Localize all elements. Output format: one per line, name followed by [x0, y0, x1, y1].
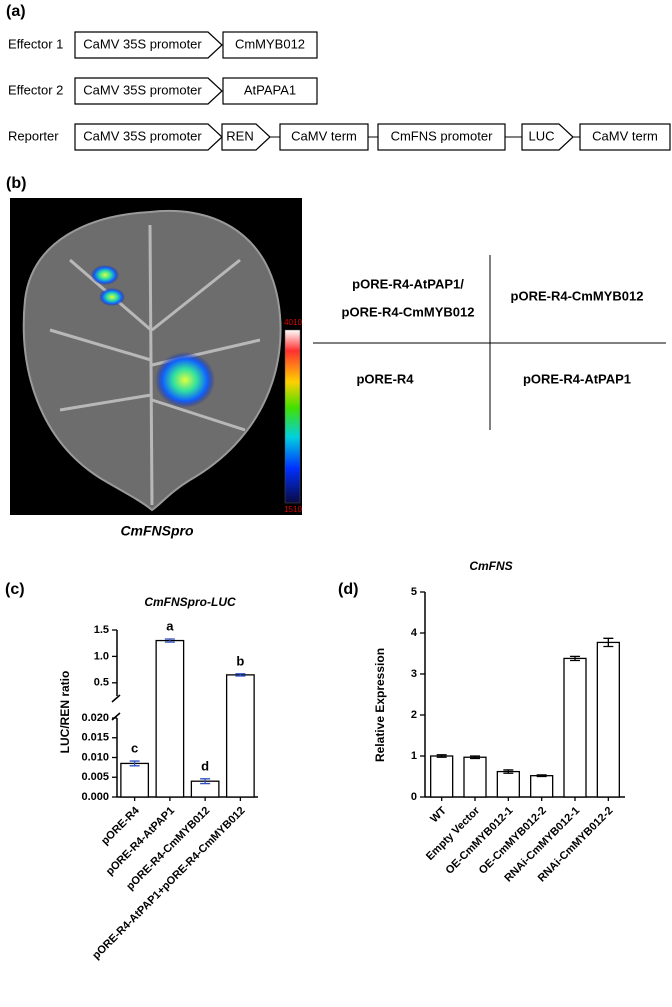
error-bar	[536, 774, 547, 778]
bar	[120, 762, 150, 798]
element-label: CmMYB012	[235, 36, 305, 51]
element-label: CaMV term	[291, 128, 357, 143]
quadrant-label: pORE-R4-AtPAP1/	[352, 276, 464, 291]
y-tick-label: 0.010	[81, 751, 109, 763]
colorbar-min: 1510	[284, 505, 302, 514]
element-label: REN	[226, 128, 253, 143]
error-bar	[470, 755, 480, 760]
bar	[530, 775, 554, 798]
element-label: CaMV 35S promoter	[83, 36, 202, 51]
bar	[155, 639, 185, 798]
y-tick-label: 1	[411, 750, 417, 762]
element-box	[279, 123, 369, 151]
quadrant-label: pORE-R4-CmMYB012	[511, 288, 644, 303]
x-tick-label: WT	[428, 804, 449, 825]
significance-letter: b	[236, 653, 244, 668]
significance-letter: d	[201, 758, 209, 773]
element-arrow	[74, 77, 223, 105]
error-bar	[129, 760, 140, 767]
y-tick-label: 5	[411, 586, 417, 598]
row-label: Effector 1	[8, 36, 63, 51]
y-tick-label: 0.005	[81, 771, 109, 783]
colorbar-max: 4010	[284, 318, 302, 327]
element-arrow	[74, 123, 223, 151]
leaf-image	[10, 198, 302, 515]
y-tick-label: 0.000	[81, 791, 109, 803]
y-tick-label: 3	[411, 668, 417, 680]
element-box	[377, 123, 506, 151]
error-bar	[436, 754, 447, 758]
error-bar	[570, 655, 580, 662]
y-tick-label: 0.015	[81, 732, 109, 744]
element-arrow	[221, 123, 271, 151]
bar	[430, 755, 454, 798]
y-tick-label: 0	[411, 791, 417, 803]
error-bar	[503, 769, 514, 774]
error-bar	[235, 673, 246, 677]
row-label: Reporter	[8, 128, 59, 143]
element-box	[579, 123, 671, 151]
element-label: CmFNS promoter	[391, 128, 494, 143]
panel-label: (d)	[338, 581, 358, 598]
error-bar	[200, 778, 211, 785]
element-arrow	[521, 123, 574, 151]
element-box	[222, 77, 318, 105]
element-label: AtPAPA1	[244, 82, 296, 97]
bar	[225, 674, 255, 798]
quadrant-label: pORE-R4	[356, 371, 414, 386]
y-tick-label: 1.0	[94, 650, 109, 662]
chart-title: CmFNSpro-LUC	[144, 595, 236, 609]
bar	[496, 770, 520, 798]
element-label: CaMV 35S promoter	[83, 128, 202, 143]
panel-label: (a)	[6, 3, 26, 20]
y-tick-label: 1.5	[94, 624, 109, 636]
significance-letter: c	[131, 740, 138, 755]
image-caption: CmFNSpro	[120, 523, 194, 539]
significance-letter: a	[166, 618, 174, 633]
error-bar	[603, 637, 614, 648]
quadrant-label: pORE-R4-CmMYB012	[342, 304, 475, 319]
y-axis-label: LUC/REN ratio	[58, 671, 72, 754]
panel-label: (b)	[6, 175, 26, 192]
y-tick-label: 2	[411, 709, 417, 721]
element-label: CaMV 35S promoter	[83, 82, 202, 97]
element-arrow	[74, 31, 223, 59]
chart-title: CmFNS	[469, 559, 512, 573]
element-box	[222, 31, 318, 59]
element-label: LUC	[528, 128, 554, 143]
row-label: Effector 2	[8, 82, 63, 97]
y-tick-label: 4	[411, 627, 418, 639]
quadrant-label: pORE-R4-AtPAP1	[523, 371, 631, 386]
bar	[596, 641, 620, 798]
y-axis-label: Relative Expression	[373, 648, 387, 762]
bar	[563, 657, 587, 798]
y-tick-label: 0.5	[94, 677, 109, 689]
y-tick-label: 0.020	[81, 712, 109, 724]
element-label: CaMV term	[592, 128, 658, 143]
bar	[463, 756, 487, 798]
axis-break	[111, 712, 121, 721]
axis-break	[111, 694, 121, 703]
error-bar	[164, 638, 175, 643]
panel-label: (c)	[5, 581, 25, 598]
